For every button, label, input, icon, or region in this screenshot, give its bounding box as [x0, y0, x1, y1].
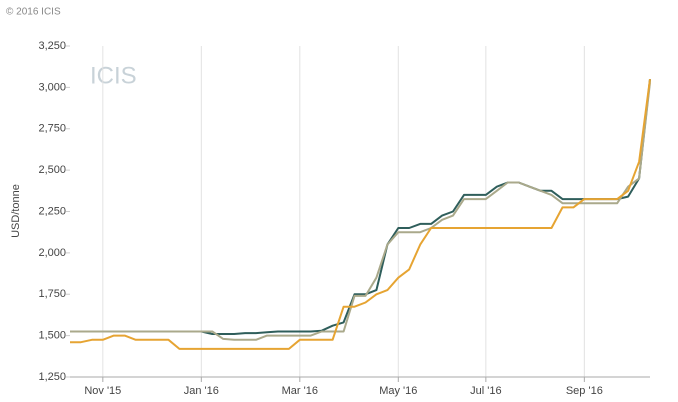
y-tick-label: 1,250: [38, 371, 66, 383]
y-axis-label: USD/tonne: [10, 184, 22, 238]
y-tick-label: 1,750: [38, 288, 66, 300]
y-tick-label: 1,500: [38, 330, 66, 342]
watermark: ICIS: [90, 62, 137, 89]
series-line: [70, 78, 651, 350]
y-tick-label: 3,250: [38, 40, 66, 52]
x-tick-label: Jul '16: [470, 385, 501, 397]
copyright: © 2016 ICIS: [6, 7, 61, 18]
x-tick-label: Mar '16: [282, 385, 318, 397]
y-tick-label: 2,250: [38, 205, 66, 217]
y-tick-label: 2,500: [38, 164, 66, 176]
y-tick-label: 2,750: [38, 123, 66, 135]
x-tick-label: May '16: [379, 385, 417, 397]
y-tick-label: 3,000: [38, 81, 66, 93]
x-tick-label: Nov '15: [84, 385, 121, 397]
series-line: [70, 82, 651, 341]
x-tick-label: Jan '16: [184, 385, 219, 397]
y-tick-label: 2,000: [38, 247, 66, 259]
x-tick-label: Sep '16: [566, 385, 603, 397]
